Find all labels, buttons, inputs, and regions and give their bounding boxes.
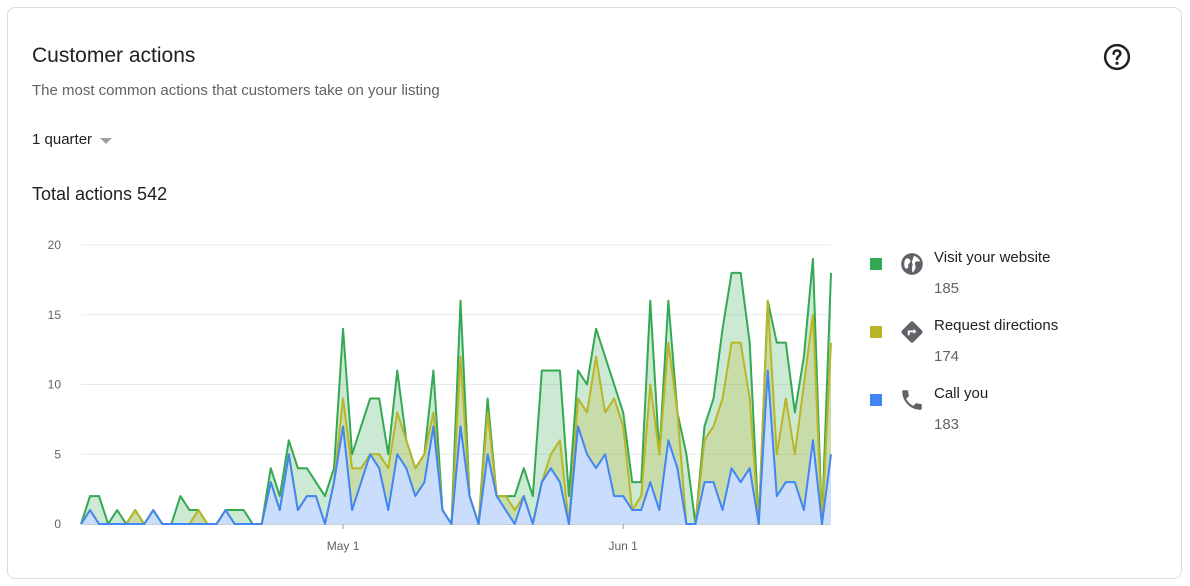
card-title: Customer actions — [32, 44, 196, 67]
time-range-label: 1 quarter — [32, 131, 93, 148]
legend-label-call: Call you — [934, 385, 989, 402]
y-tick-label: 15 — [48, 308, 62, 322]
legend-value-website: 185 — [934, 280, 960, 297]
legend-swatch-directions — [870, 326, 882, 338]
series-line-directions — [80, 299, 832, 525]
y-tick-label: 10 — [48, 378, 62, 392]
phone-icon — [902, 390, 922, 410]
x-tick-label: May 1 — [327, 539, 360, 553]
customer-actions-chart: 0 5 10 15 20 May 1 Jun 1 — [48, 238, 832, 553]
total-actions: Total actions 542 — [32, 184, 168, 204]
directions-icon — [901, 321, 923, 343]
legend-swatch-call — [870, 394, 882, 406]
card-subtitle: The most common actions that customers t… — [32, 82, 440, 99]
globe-icon — [901, 253, 923, 275]
x-tick-label: Jun 1 — [608, 539, 638, 553]
y-tick-label: 5 — [54, 447, 61, 461]
legend-label-website: Visit your website — [934, 249, 1051, 266]
y-tick-label: 0 — [54, 517, 61, 531]
y-tick-label: 20 — [48, 238, 62, 252]
series-line-call — [80, 369, 832, 525]
time-range-dropdown[interactable]: 1 quarter — [32, 131, 113, 148]
customer-actions-card: Customer actions The most common actions… — [7, 7, 1182, 579]
legend-swatch-website — [870, 258, 882, 270]
chevron-down-icon — [100, 137, 113, 144]
legend-value-call: 183 — [934, 416, 960, 433]
legend-value-directions: 174 — [934, 348, 960, 365]
help-circle-icon[interactable] — [1102, 42, 1132, 72]
legend-label-directions: Request directions — [934, 317, 1059, 334]
